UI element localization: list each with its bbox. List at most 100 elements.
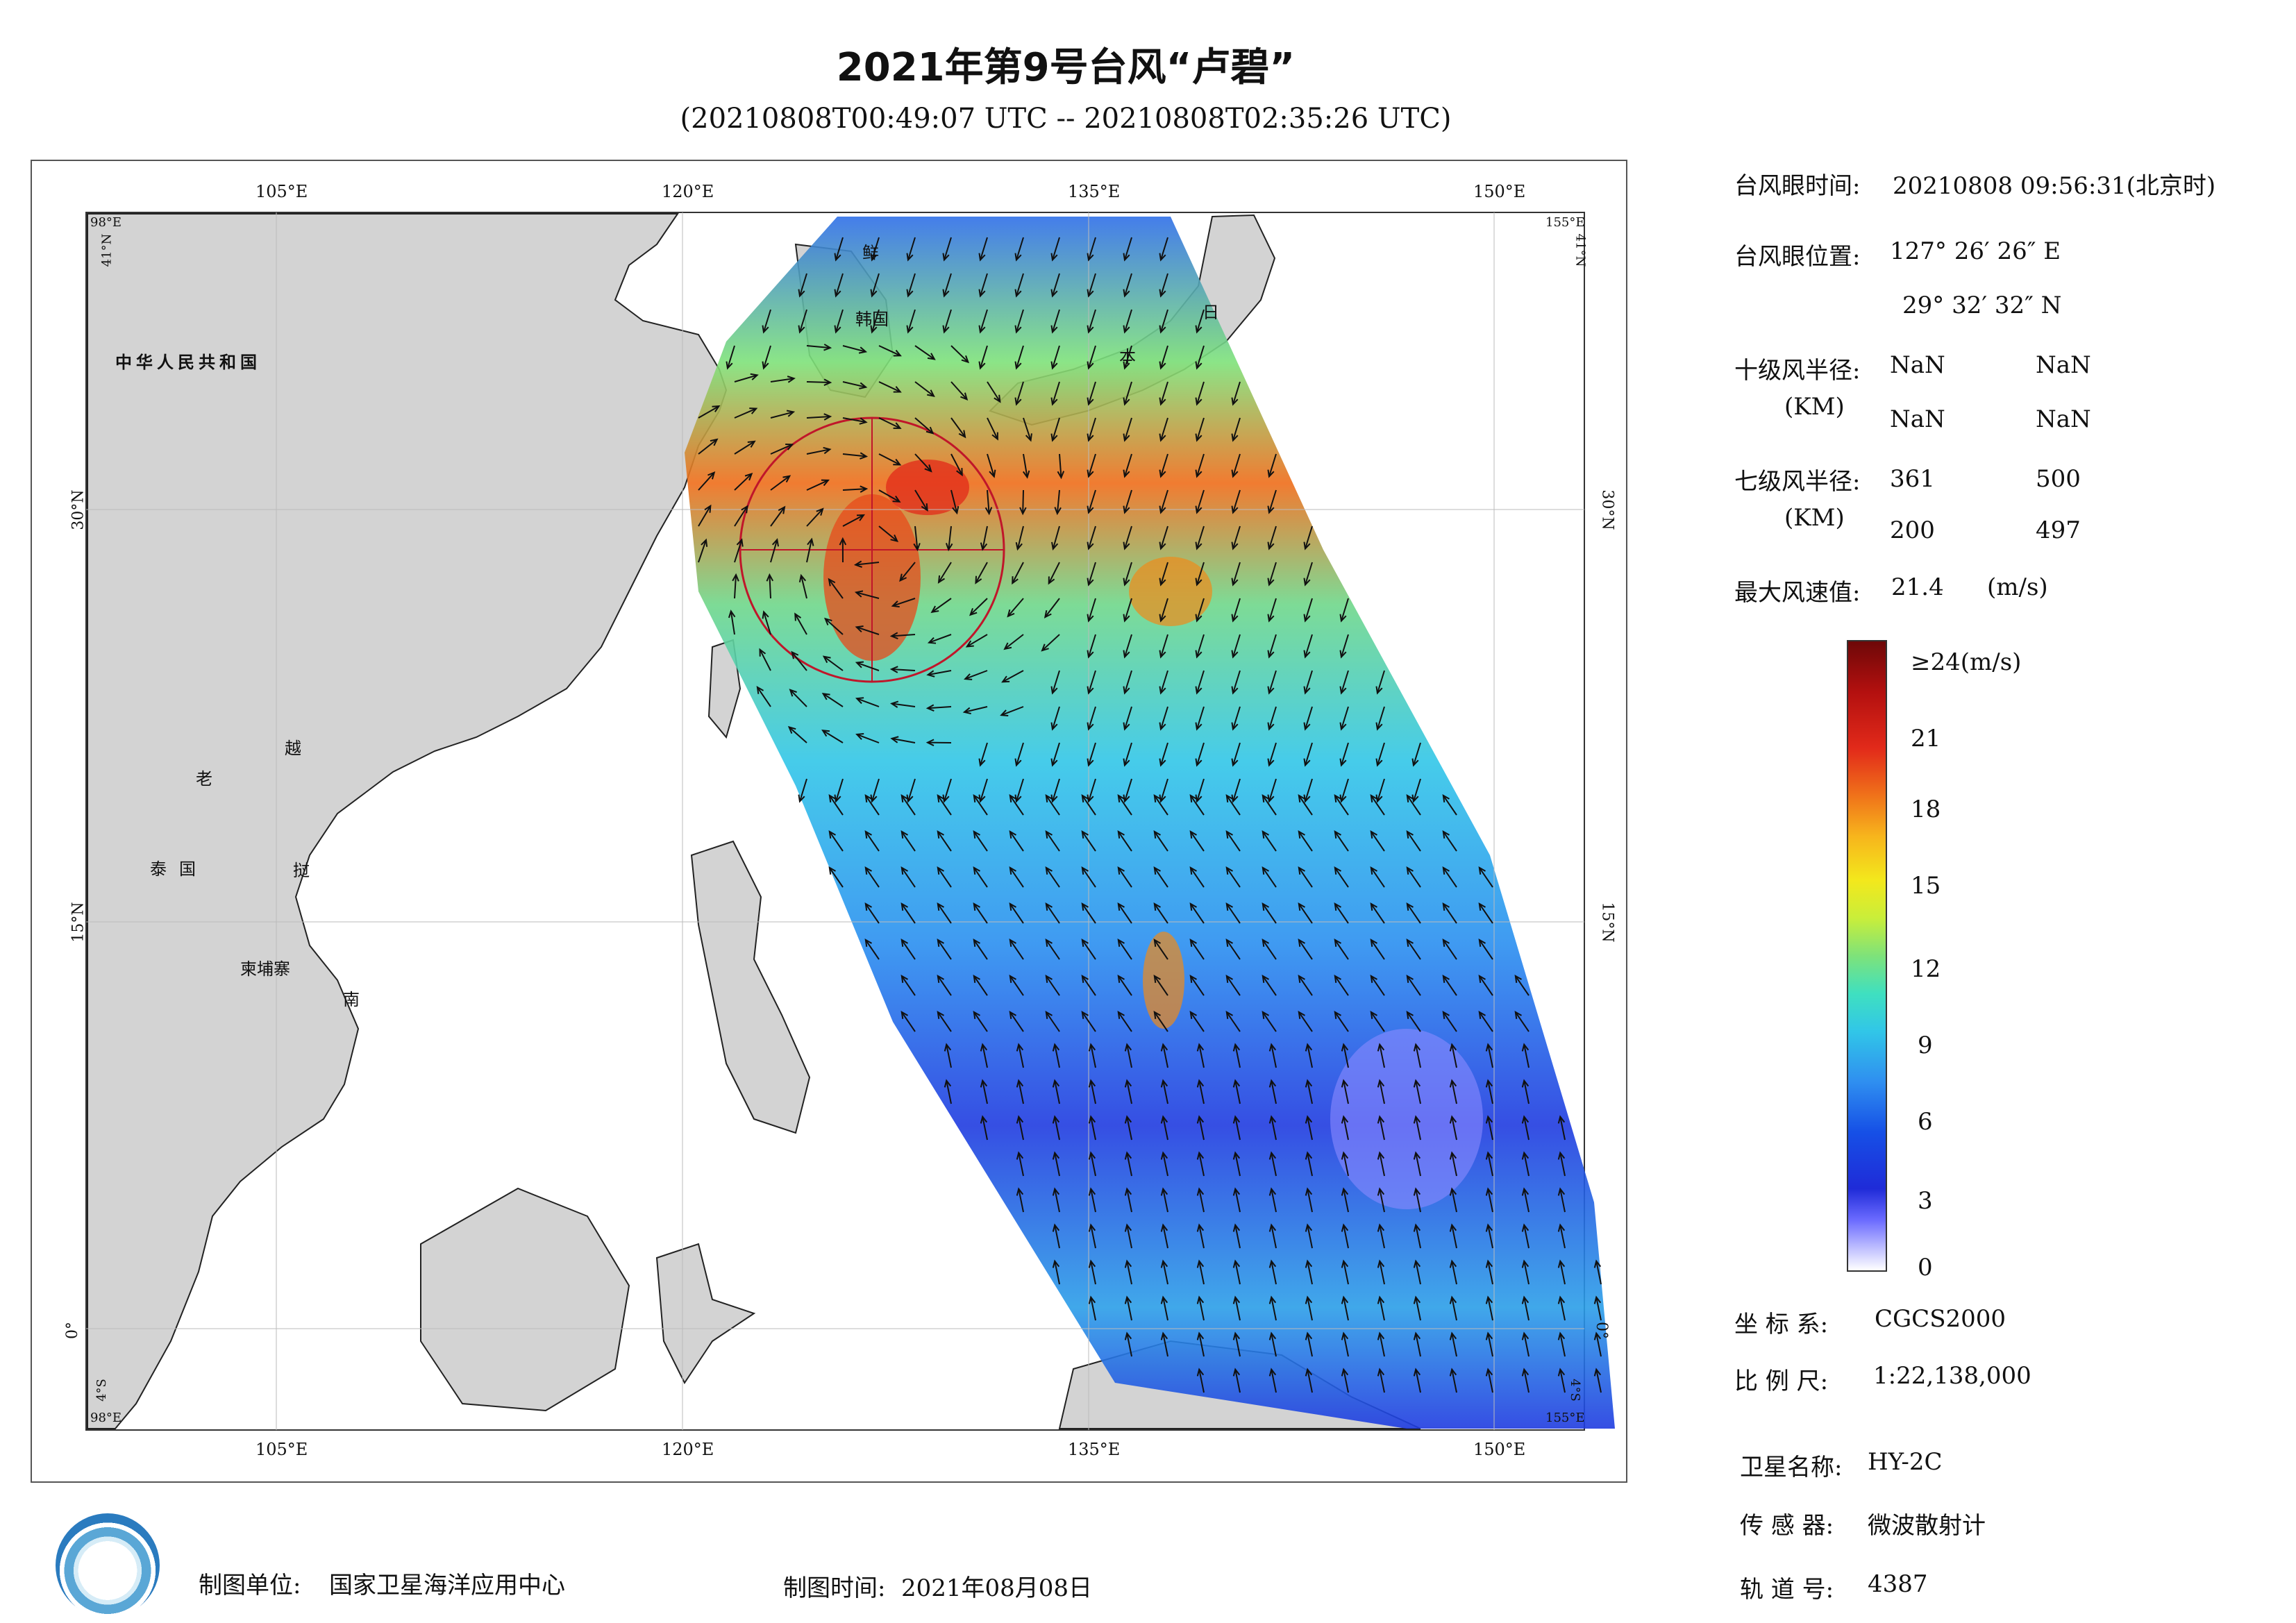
wind-arrow-head (890, 535, 899, 542)
wind-arrow-head (1305, 1295, 1313, 1304)
wind-arrow-head (1088, 1151, 1096, 1160)
wind-arrow (1487, 1188, 1493, 1213)
wind-arrow-head (973, 830, 980, 839)
wind-arrow (1234, 1297, 1241, 1321)
wind-arrow-head (925, 704, 935, 712)
wind-arrow-head (828, 830, 836, 839)
lat-label: 15°N (1598, 902, 1616, 943)
wind-arrow-head (1189, 794, 1197, 802)
wind-arrow (1262, 975, 1277, 996)
wind-arrow-head (1003, 642, 1012, 650)
wind-arrow-head (870, 289, 878, 298)
lat-label: 0° (64, 1322, 81, 1339)
wind-arrow-head (978, 289, 986, 298)
wind-arrow-head (1196, 1259, 1205, 1268)
wind-arrow (1054, 1116, 1060, 1141)
wind-arrow (1126, 1152, 1132, 1177)
wind-arrow-head (1521, 1368, 1530, 1377)
wind-arrow-head (893, 458, 902, 466)
wind-arrow-head (1153, 866, 1161, 875)
wind-arrow (1153, 903, 1168, 924)
wind-arrow-head (741, 505, 748, 514)
wind-arrow-head (944, 1043, 952, 1052)
wind-arrow-head (937, 866, 944, 875)
wind-arrow (1000, 706, 1024, 716)
wind-arrow-head (1303, 614, 1311, 623)
wind-arrow-head (1339, 758, 1347, 767)
corner-label: 98°E (90, 215, 122, 230)
r7-value: 500 (2036, 465, 2081, 493)
wind-arrow-head (1485, 1115, 1493, 1124)
wind-arrow (1298, 795, 1313, 816)
wind-arrow (763, 612, 771, 635)
wind-arrow (1196, 309, 1205, 333)
wind-arrow-head (1014, 253, 1022, 262)
wind-arrow (1595, 1261, 1602, 1285)
wind-arrow (1298, 831, 1313, 852)
wind-arrow (1234, 1369, 1241, 1393)
wind-arrow-head (1196, 1151, 1205, 1160)
wind-arrow-head (937, 939, 944, 947)
wind-arrow (914, 381, 935, 397)
wind-arrow-head (1123, 722, 1130, 731)
wind-arrow (1054, 1261, 1060, 1285)
wind-arrow (1379, 1080, 1385, 1104)
wind-arrow (1268, 742, 1277, 766)
wind-arrow-head (1014, 325, 1022, 334)
wind-arrow (1018, 1152, 1024, 1177)
wind-arrow-head (1521, 1043, 1530, 1052)
wind-arrow-head (1050, 361, 1058, 370)
wind-arrow (1159, 237, 1168, 260)
r7-unit: (KM) (1784, 504, 1845, 532)
wind-arrow (1087, 417, 1096, 441)
wind-arrow (835, 273, 844, 296)
wind-arrow (1340, 634, 1349, 657)
wind-arrow (1123, 742, 1132, 766)
wind-arrow (1123, 309, 1132, 333)
low-wind-patch (1330, 1029, 1483, 1209)
wind-arrow-head (1045, 975, 1053, 983)
wind-arrow (1379, 1044, 1385, 1068)
wind-arrow (928, 706, 952, 709)
wind-arrow (1487, 1369, 1493, 1393)
wind-arrow (1370, 939, 1385, 960)
wind-arrow (1232, 381, 1241, 405)
wind-arrow-head (1298, 830, 1305, 839)
wind-arrow (1081, 831, 1096, 852)
wind-arrow (698, 439, 718, 455)
wind-arrow (1376, 778, 1385, 802)
sensor-label: 传 感 器: (1740, 1512, 1834, 1540)
wind-arrow (1081, 1011, 1096, 1032)
wind-arrow (1198, 1116, 1205, 1141)
wind-arrow-head (937, 794, 944, 802)
lon-label: 120°E (662, 182, 714, 201)
wind-arrow-head (942, 289, 950, 298)
wind-arrow (1009, 831, 1024, 852)
wind-arrow (1334, 867, 1349, 888)
wind-arrow-head (1087, 289, 1094, 298)
wind-arrow-head (980, 542, 988, 551)
wind-arrow-head (1189, 830, 1197, 839)
wind-arrow-head (978, 794, 986, 803)
wind-arrow-head (1303, 686, 1311, 695)
wind-arrow (1343, 1333, 1349, 1357)
wind-arrow-head (1087, 397, 1094, 406)
wind-arrow (798, 309, 807, 333)
wind-arrow-head (1413, 1331, 1421, 1340)
wind-arrow (1162, 1044, 1168, 1068)
wind-arrow (1307, 1116, 1313, 1141)
wind-arrow-head (1159, 541, 1166, 550)
wind-arrow-head (736, 538, 744, 547)
wind-arrow (1198, 1333, 1205, 1357)
wind-arrow-head (823, 413, 832, 421)
country-label: 南 (343, 990, 360, 1009)
wind-arrow (1442, 867, 1457, 888)
wind-arrow-head (762, 325, 769, 334)
wind-arrow (950, 489, 958, 514)
wind-arrow-head (1449, 1151, 1457, 1160)
wind-arrow-head (1377, 1151, 1385, 1160)
wind-arrow (1090, 1225, 1096, 1249)
r10-label: 十级风半径: (1734, 357, 1861, 385)
wind-arrow (855, 591, 880, 599)
wind-arrow (1232, 525, 1241, 549)
